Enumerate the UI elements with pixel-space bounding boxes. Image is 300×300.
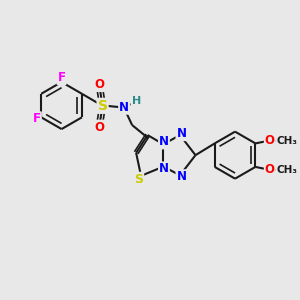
- Text: O: O: [265, 134, 275, 147]
- Text: O: O: [95, 121, 105, 134]
- Text: N: N: [176, 170, 186, 183]
- Text: N: N: [159, 136, 169, 148]
- Text: S: S: [98, 99, 108, 113]
- Text: N: N: [176, 127, 186, 140]
- Text: CH₃: CH₃: [277, 136, 298, 146]
- Text: O: O: [95, 78, 105, 91]
- Text: F: F: [58, 71, 66, 84]
- Text: CH₃: CH₃: [277, 165, 298, 175]
- Text: N: N: [119, 101, 129, 114]
- Text: F: F: [33, 112, 41, 125]
- Text: H: H: [131, 96, 141, 106]
- Text: N: N: [159, 162, 169, 176]
- Text: O: O: [265, 163, 275, 176]
- Text: S: S: [134, 173, 143, 186]
